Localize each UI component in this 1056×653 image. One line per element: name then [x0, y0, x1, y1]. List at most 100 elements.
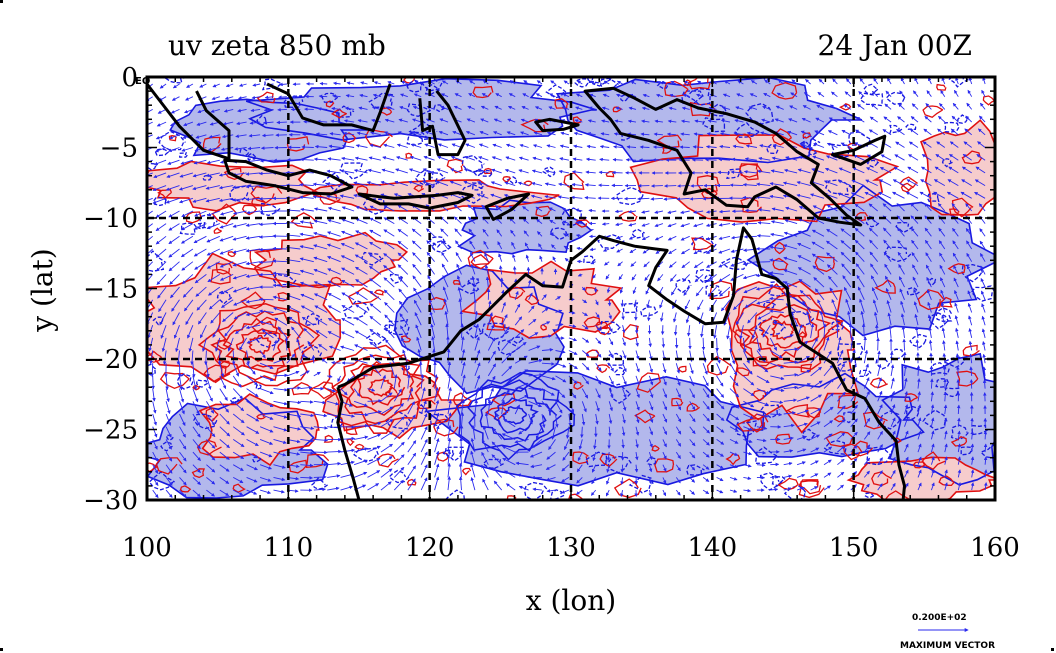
positive-contour-line — [202, 136, 222, 154]
wind-vector — [195, 134, 207, 139]
wind-vector — [465, 143, 476, 148]
reference-vector-key: 0.200E+02 MAXIMUM VECTOR — [900, 613, 995, 651]
chart-title: uv zeta 850 mb — [168, 29, 386, 62]
wind-vector — [630, 80, 637, 85]
x-tick-label: 130 — [546, 533, 596, 563]
wind-vector — [900, 77, 905, 85]
negative-contour-line — [823, 439, 847, 455]
wind-vector — [697, 80, 704, 85]
negative-contour-line — [482, 458, 504, 470]
x-axis-label: x (lon) — [526, 584, 616, 617]
wind-vector — [737, 80, 744, 85]
negative-contour-line — [866, 446, 892, 466]
wind-vector — [826, 142, 838, 148]
positive-contour-line — [210, 268, 232, 285]
positive-contour-line — [249, 248, 275, 270]
positive-contour-line — [950, 435, 968, 447]
wind-vector — [601, 106, 610, 111]
wind-vector — [670, 80, 677, 85]
negative-contour-line — [193, 413, 218, 430]
wind-vector — [940, 89, 946, 97]
positive-contour-line — [664, 80, 689, 98]
negative-contour-line — [935, 307, 953, 322]
wind-vector — [440, 105, 449, 110]
corner-mark-bottom-right — [1051, 648, 1054, 651]
wind-vector — [898, 103, 905, 110]
wind-vector — [977, 128, 986, 136]
negative-contour-line — [762, 301, 777, 309]
wind-vector — [653, 132, 663, 136]
wind-vector — [262, 120, 274, 125]
wind-vector — [249, 121, 261, 125]
positive-contour-line — [213, 227, 222, 234]
positive-contour-line — [775, 433, 792, 445]
negative-contour-line — [863, 492, 875, 499]
y-axis-label: y (lat) — [26, 248, 59, 332]
positive-vorticity-region-contour — [460, 260, 623, 339]
wind-vector — [748, 106, 758, 110]
negative-contour-line — [863, 83, 879, 96]
wind-vector — [536, 80, 543, 85]
positive-contour-line — [706, 355, 732, 376]
wind-vector — [744, 208, 757, 213]
wind-vector — [840, 142, 851, 148]
wind-vector — [208, 134, 220, 139]
wind-vector — [939, 102, 946, 110]
positive-contour-line — [786, 404, 810, 418]
wind-vector — [956, 404, 961, 415]
negative-contour-line — [433, 104, 446, 113]
negative-contour-line — [802, 135, 821, 150]
positive-contour-line — [982, 95, 995, 106]
positive-contour-line — [874, 279, 896, 294]
wind-vector — [159, 83, 167, 89]
wind-vector — [775, 105, 784, 110]
wind-vector — [803, 92, 811, 98]
wind-vector — [264, 95, 274, 100]
negative-vorticity-region-contour — [147, 397, 329, 499]
wind-vector — [576, 80, 583, 85]
wind-vector — [829, 104, 838, 110]
wind-vector — [790, 92, 798, 98]
y-tick-label: −30 — [83, 486, 138, 516]
wind-vector — [762, 105, 771, 110]
positive-contour-line — [671, 397, 684, 407]
wind-vector — [247, 146, 261, 151]
wind-vector — [433, 361, 437, 376]
wind-vector — [234, 147, 247, 151]
positive-contour-line — [696, 175, 719, 195]
wind-vector — [764, 79, 771, 85]
wind-vector — [885, 90, 892, 98]
wind-vector — [550, 80, 556, 85]
wind-vector — [842, 117, 852, 123]
negative-contour-line — [957, 114, 970, 124]
wind-vector — [587, 132, 596, 136]
wind-vector — [883, 116, 892, 123]
positive-contour-line — [291, 381, 313, 396]
negative-contour-line — [631, 228, 645, 239]
wind-vector — [546, 131, 556, 136]
wind-vector — [868, 129, 878, 136]
wind-vector — [276, 120, 287, 125]
wind-vector — [772, 143, 784, 148]
wind-vector — [560, 131, 570, 136]
negative-contour-line — [154, 148, 170, 157]
cyclone-contour — [732, 283, 845, 370]
positive-contour-line — [939, 296, 953, 308]
wind-vector — [358, 106, 368, 110]
negative-contour-line — [382, 324, 398, 335]
negative-contour-line — [255, 330, 280, 348]
positive-contour-line — [691, 237, 714, 251]
wind-vector — [523, 80, 529, 85]
wind-vector — [828, 117, 838, 123]
wind-vector — [927, 77, 932, 85]
wind-vector — [508, 93, 516, 98]
wind-vector — [318, 94, 328, 99]
negative-contour-line — [421, 77, 443, 92]
negative-contour-line — [608, 383, 631, 404]
x-tick-labels: 100 110 120 130 140 150 160 — [122, 533, 1020, 563]
wind-vector — [882, 129, 892, 136]
wind-vector — [669, 93, 677, 98]
positive-contour-line — [599, 453, 618, 468]
negative-contour-line — [754, 446, 780, 464]
negative-contour-line — [147, 162, 158, 171]
